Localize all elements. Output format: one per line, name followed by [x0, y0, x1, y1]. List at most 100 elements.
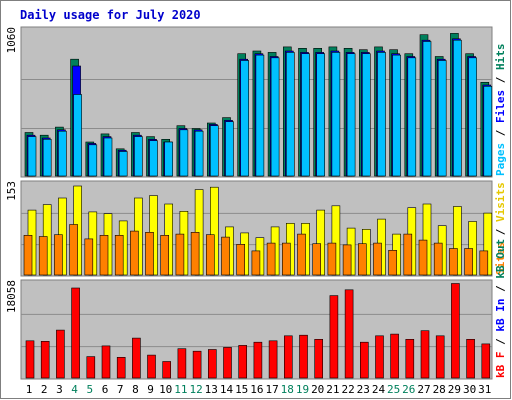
bar-sites-day-10 [160, 235, 169, 276]
svg-text:Pages / Files / Hits: Pages / Files / Hits [494, 44, 507, 177]
bar-kbf-day-8 [132, 337, 141, 379]
bar-pages-day-12 [194, 130, 204, 177]
bar-sites-day-29 [449, 248, 458, 276]
x-label-day-31: 31 [478, 383, 491, 396]
bar-kbf-day-31 [481, 343, 491, 379]
bar-kbf-day-20 [314, 338, 324, 379]
bar-pages-day-30 [468, 57, 477, 177]
bar-kbf-day-5 [86, 356, 96, 379]
bar-sites-day-20 [312, 243, 322, 276]
panel-kb: 18058 kB F / kB In / kB Out [5, 239, 507, 380]
bar-pages-day-21 [331, 52, 341, 177]
bar-sites-day-12 [190, 232, 200, 276]
bar-pages-day-14 [225, 121, 234, 177]
bar-sites-day-27 [418, 239, 428, 276]
bar-kbf-day-16 [253, 341, 263, 379]
bar-pages-day-5 [88, 144, 98, 177]
legend-kb-out: kB Out [494, 239, 507, 279]
bar-sites-day-7 [114, 235, 124, 276]
bar-sites-day-8 [130, 230, 139, 276]
x-label-day-24: 24 [372, 383, 386, 396]
bar-kbf-day-11 [177, 348, 187, 379]
bar-pages-day-27 [422, 41, 432, 177]
x-label-day-16: 16 [250, 383, 263, 396]
bar-kbf-day-3 [56, 329, 65, 379]
bar-sites-day-28 [433, 242, 443, 276]
legend-pages: Pages [494, 143, 507, 176]
x-label-day-13: 13 [205, 383, 218, 396]
bar-kbf-day-13 [208, 349, 217, 379]
bar-kbf-day-23 [359, 341, 369, 379]
bar-sites-day-17 [266, 242, 276, 276]
bar-kbf-day-9 [147, 354, 156, 379]
bar-sites-day-30 [464, 248, 473, 276]
top-legend: Pages / Files / Hits [494, 44, 507, 177]
x-label-day-2: 2 [41, 383, 48, 396]
x-label-day-5: 5 [86, 383, 93, 396]
x-label-day-27: 27 [417, 383, 430, 396]
bar-kbf-day-15 [238, 345, 247, 379]
x-label-day-26: 26 [402, 383, 415, 396]
x-label-day-19: 19 [296, 383, 309, 396]
bar-sites-day-4 [69, 224, 78, 276]
bar-kbf-day-29 [451, 283, 460, 379]
x-label-day-25: 25 [387, 383, 400, 396]
bar-pages-day-16 [255, 54, 265, 177]
bar-kbf-day-12 [192, 350, 202, 379]
bar-pages-day-20 [316, 53, 326, 177]
bar-pages-day-25 [392, 54, 401, 177]
bar-sites-day-25 [388, 250, 397, 276]
middle-legend: Sites / Visits [494, 182, 507, 275]
x-label-day-7: 7 [117, 383, 124, 396]
bar-sites-day-13 [206, 234, 215, 276]
bar-pages-day-24 [377, 52, 386, 177]
bar-pages-day-6 [103, 137, 113, 177]
bar-sites-day-3 [54, 234, 63, 276]
bar-pages-day-2 [42, 139, 52, 177]
bar-sites-day-26 [403, 233, 413, 276]
bar-kbf-day-27 [420, 330, 430, 379]
bottom-legend: kB F / kB In / kB Out [494, 239, 507, 378]
bar-pages-day-10 [164, 141, 173, 177]
bar-pages-day-18 [285, 52, 295, 177]
bar-sites-day-6 [99, 235, 109, 276]
bar-kbf-day-24 [375, 335, 384, 379]
x-label-day-23: 23 [357, 383, 370, 396]
bar-sites-day-1 [23, 235, 33, 276]
bar-kbf-day-10 [162, 361, 171, 379]
bar-pages-day-8 [134, 136, 143, 177]
bar-sites-day-15 [236, 244, 245, 276]
x-label-day-21: 21 [326, 383, 339, 396]
chart-title: Daily usage for July 2020 [20, 8, 201, 22]
bar-sites-day-18 [281, 242, 291, 276]
bar-kbf-day-28 [435, 335, 445, 379]
bar-sites-day-14 [221, 236, 230, 276]
x-label-day-29: 29 [448, 383, 461, 396]
legend-kb-in: kB In [494, 299, 507, 332]
x-label-day-17: 17 [265, 383, 278, 396]
bar-kbf-day-18 [283, 335, 293, 379]
bar-sites-day-11 [175, 233, 185, 276]
x-label-day-30: 30 [463, 383, 476, 396]
legend-visits: Visits [494, 182, 507, 222]
bar-pages-day-26 [407, 57, 417, 177]
bar-pages-day-15 [240, 60, 249, 177]
bar-kbf-day-1 [25, 340, 35, 379]
bar-pages-day-13 [210, 125, 219, 177]
x-label-day-3: 3 [56, 383, 63, 396]
bar-pages-day-4 [73, 94, 82, 177]
bar-pages-day-17 [270, 57, 280, 177]
bar-kbf-day-30 [466, 338, 475, 379]
bottom-ymax-label: 18058 [5, 280, 18, 313]
bar-pages-day-28 [437, 60, 447, 177]
bar-pages-day-29 [453, 39, 462, 177]
bar-kbf-day-22 [344, 289, 354, 379]
x-label-day-4: 4 [71, 383, 78, 396]
bar-kbf-day-6 [101, 345, 111, 379]
bar-sites-day-31 [479, 250, 489, 276]
bar-pages-day-7 [118, 151, 128, 177]
bar-kbf-day-26 [405, 338, 415, 379]
legend-sites: Sites [494, 242, 507, 275]
bar-sites-day-24 [373, 242, 382, 276]
